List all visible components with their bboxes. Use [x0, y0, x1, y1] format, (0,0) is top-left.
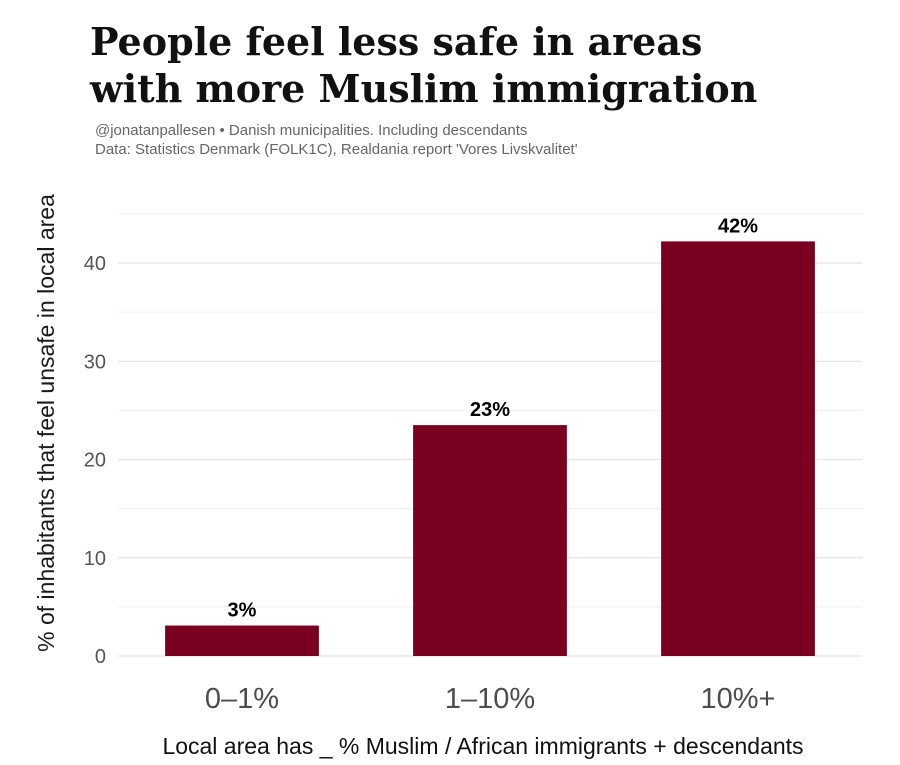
chart-title: People feel less safe in areas with more… — [90, 18, 880, 112]
x-tick-label: 10%+ — [701, 683, 776, 715]
y-tick-label: 40 — [84, 253, 106, 275]
x-axis-ticks: 0–1% 1–10% 10%+ — [205, 683, 776, 715]
bar — [165, 625, 319, 656]
x-tick-label: 0–1% — [205, 683, 279, 715]
bar — [413, 425, 567, 656]
y-tick-label: 10 — [84, 548, 106, 570]
bar-value-label: 23% — [470, 399, 510, 421]
subtitle-line-1: @jonatanpallesen • Danish municipalities… — [95, 122, 528, 139]
y-tick-label: 0 — [95, 646, 106, 668]
bar-labels: 3% 23% 42% — [228, 215, 759, 621]
y-tick-label: 30 — [84, 351, 106, 373]
bar-value-label: 42% — [718, 215, 758, 237]
bar-value-label: 3% — [228, 600, 257, 622]
x-tick-label: 1–10% — [445, 683, 535, 715]
chart-title-line-2: with more Muslim immigration — [90, 66, 758, 111]
y-axis-label: % of inhabitants that feel unsafe in loc… — [33, 194, 59, 652]
subtitle-line-2: Data: Statistics Denmark (FOLK1C), Reald… — [95, 141, 578, 158]
bar — [661, 241, 815, 656]
chart-subtitle: @jonatanpallesen • Danish municipalities… — [95, 121, 578, 159]
bars — [165, 241, 815, 656]
chart-title-line-1: People feel less safe in areas — [90, 19, 703, 64]
x-axis-label: Local area has _ % Muslim / African immi… — [162, 733, 803, 759]
y-axis-ticks: 0 10 20 30 40 — [84, 253, 106, 668]
y-tick-label: 20 — [84, 450, 106, 472]
